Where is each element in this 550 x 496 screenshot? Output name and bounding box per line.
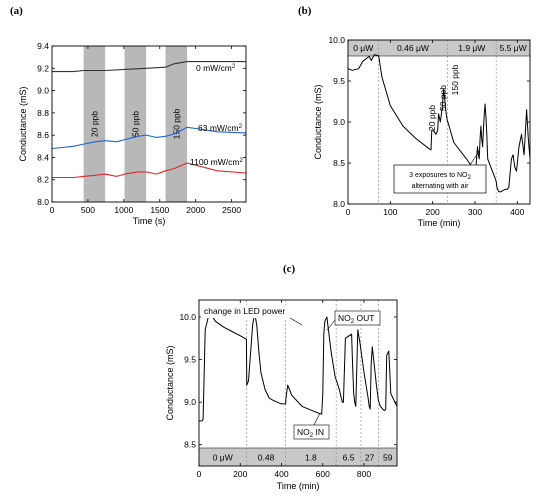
no2-in-box (293, 424, 330, 440)
y-axis-label: Conductance (mS) (18, 86, 28, 161)
x-axis-label: Time (s) (133, 216, 166, 226)
annotation-box (393, 164, 487, 194)
no2-in-label: NO2 IN (297, 427, 324, 439)
peak-label: 150 ppb (450, 64, 460, 95)
exposure-label: 50 ppb (130, 111, 140, 137)
y-tick-label: 10.0 (179, 312, 196, 322)
y-tick-label: 9.2 (37, 63, 49, 73)
y-tick-label: 9.5 (333, 76, 345, 86)
y-tick-label: 10.0 (328, 35, 345, 45)
x-tick-label: 300 (468, 207, 482, 217)
annotation-line-1: 3 exposures to NO2 (409, 172, 471, 181)
exposure-band (83, 46, 106, 202)
annotation-leader (469, 149, 481, 166)
x-tick-label: 800 (357, 469, 371, 479)
chart-b: 0 μW 0.46 μW 1.9 μW 5.5 μW 0 100 200 300 400 8.0 8… (313, 35, 531, 228)
power-segment-label: 0 μW (213, 453, 233, 463)
series-line-63mw (51, 126, 247, 150)
power-band (348, 40, 530, 56)
exposure-band (165, 46, 188, 202)
chart-c: 0 μW 0.48 1.8 6.5 27 59 0 200 400 600 800 8.5 9.0 9.5… (165, 299, 398, 491)
plot-frame (198, 299, 398, 467)
y-tick-label: 8.5 (333, 158, 345, 168)
power-segment-label: 0 μW (353, 43, 373, 53)
exposure-label: 150 ppb (171, 108, 181, 139)
y-tick-label: 8.4 (37, 152, 49, 162)
plot-frame (347, 39, 531, 205)
plot-frame (51, 45, 247, 203)
no2-out-label: NO2 OUT (338, 313, 374, 325)
no2-out-box (334, 310, 381, 326)
x-tick-label: 400 (274, 469, 288, 479)
no2-in-arrow (313, 412, 321, 426)
y-tick-label: 9.0 (184, 397, 196, 407)
y-tick-label: 9.0 (333, 117, 345, 127)
y-axis-label: Conductance (mS) (313, 84, 323, 159)
exposure-label: 20 ppb (89, 111, 99, 137)
led-annotation: change in LED power (204, 306, 285, 316)
peak-label: 20 ppb (427, 105, 437, 131)
x-tick-label: 2500 (222, 205, 241, 215)
power-segment-label: 6.5 (343, 453, 355, 463)
y-tick-label: 8.0 (333, 199, 345, 209)
power-band (199, 448, 397, 466)
no2-out-arrow (326, 319, 336, 331)
series-label: 0 mW/cm2 (196, 63, 236, 73)
led-label-bg (201, 305, 313, 318)
x-tick-label: 0 (346, 207, 351, 217)
power-segment-label: 1.8 (305, 453, 317, 463)
x-tick-label: 600 (316, 469, 330, 479)
x-tick-label: 1000 (114, 205, 133, 215)
power-segment-label: 59 (383, 453, 393, 463)
y-tick-label: 8.5 (184, 440, 196, 450)
x-axis-label: Time (min) (277, 481, 320, 491)
x-tick-label: 0 (50, 205, 55, 215)
x-tick-label: 1500 (150, 205, 169, 215)
x-tick-label: 500 (81, 205, 95, 215)
series-label: 1100 mW/cm2 (190, 157, 243, 167)
y-tick-label: 8.6 (37, 130, 49, 140)
power-segment-label: 27 (365, 453, 375, 463)
panel-label-c: (c) (283, 263, 296, 275)
x-tick-label: 100 (383, 207, 397, 217)
series-label: 63 mW/cm2 (198, 123, 243, 133)
panel-label-b: (b) (298, 5, 312, 17)
led-arrow (289, 317, 303, 326)
chart-a: 20 ppb 50 ppb 150 ppb 0 500 1000 1500 2000 2500 8… (18, 41, 247, 226)
y-tick-label: 8.8 (37, 108, 49, 118)
peak-label: 50 ppb (438, 85, 448, 111)
x-tick-label: 200 (233, 469, 247, 479)
series-line-conductance (199, 312, 398, 422)
panel-label-a: (a) (10, 5, 23, 17)
y-tick-label: 8.2 (37, 175, 49, 185)
y-tick-label: 9.0 (37, 86, 49, 96)
exposure-band (124, 46, 147, 202)
x-tick-label: 400 (510, 207, 524, 217)
y-tick-label: 8.0 (37, 197, 49, 207)
series-line-0mw (52, 61, 246, 73)
power-segment-label: 1.9 μW (458, 43, 485, 53)
x-tick-label: 2000 (186, 205, 205, 215)
y-axis-label: Conductance (mS) (165, 345, 175, 420)
x-tick-label: 0 (197, 469, 202, 479)
power-segment-label: 0.46 μW (397, 43, 429, 53)
series-line-1100mw (52, 162, 247, 179)
power-segment-label: 5.5 μW (500, 43, 527, 53)
annotation-line-2: alternating with air (412, 183, 469, 190)
series-line-conductance (347, 54, 531, 193)
y-tick-label: 9.4 (37, 41, 49, 51)
x-axis-label: Time (min) (418, 218, 461, 228)
power-segment-label: 0.48 (258, 453, 275, 463)
x-tick-label: 200 (426, 207, 440, 217)
y-tick-label: 9.5 (184, 355, 196, 365)
